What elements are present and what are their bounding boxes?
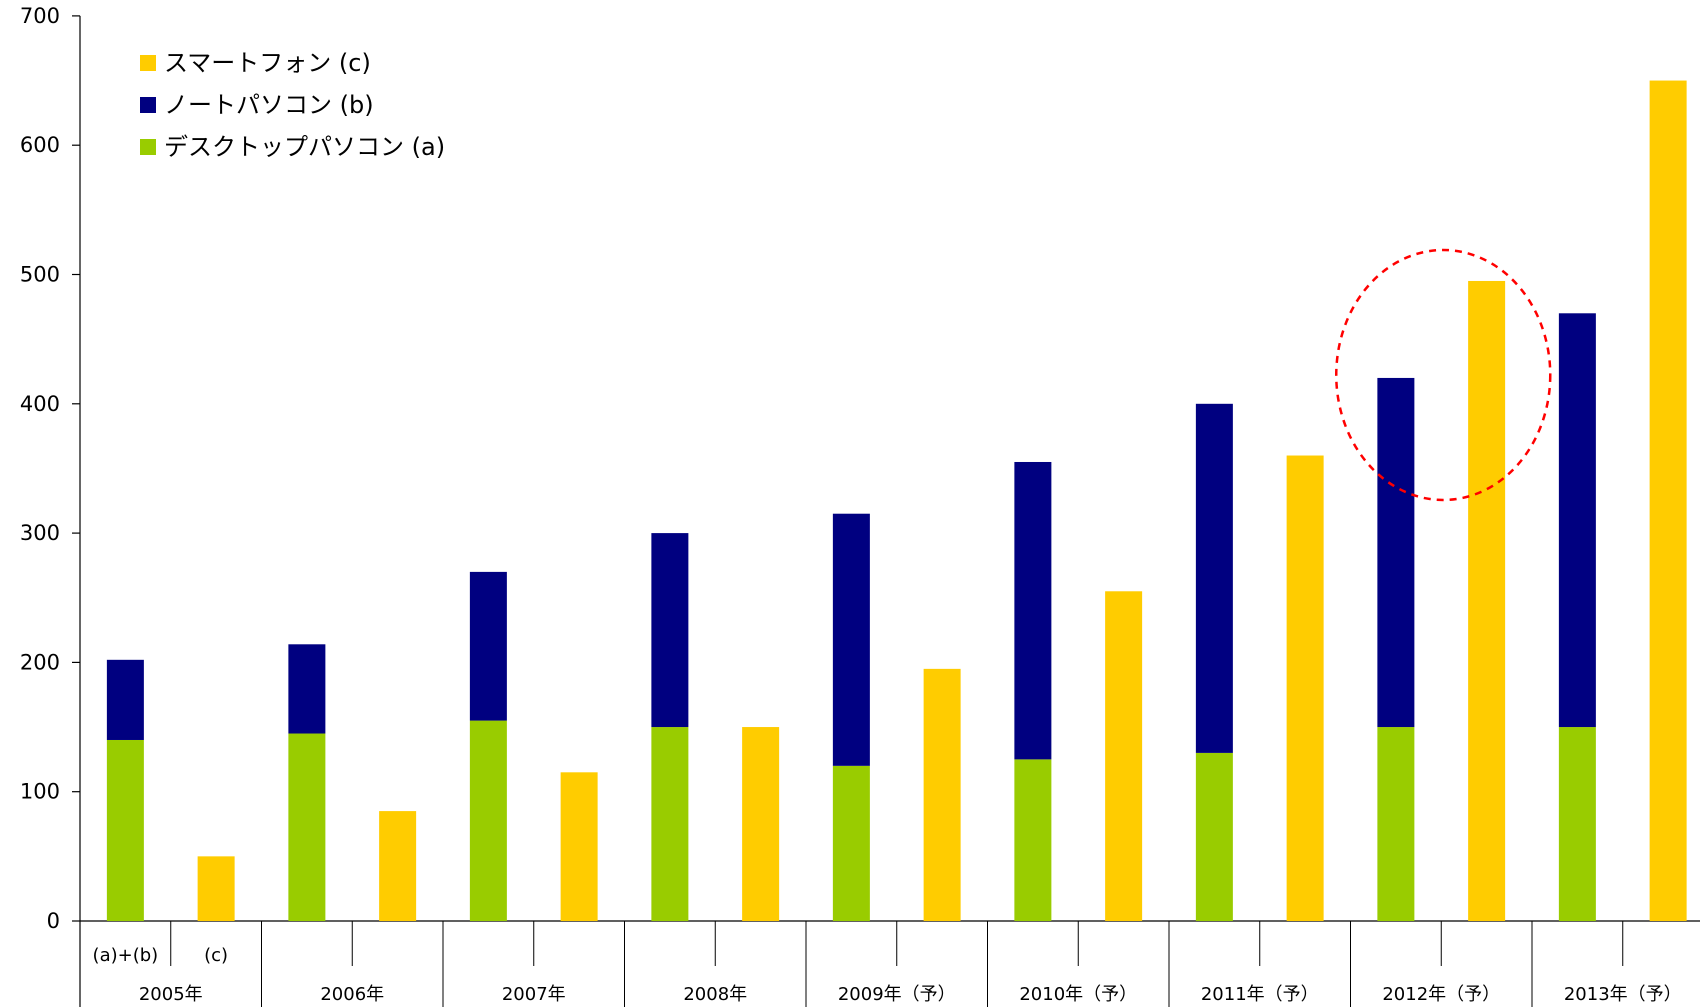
category-label: 2008年 <box>683 984 747 1005</box>
bar-sublabel-pc: (a)+(b) <box>93 945 159 966</box>
bar-notebook <box>288 644 326 734</box>
bar-desktop <box>1558 727 1596 921</box>
bar-desktop <box>651 727 689 921</box>
legend-label: スマートフォン (c) <box>164 49 371 77</box>
y-tick-label: 600 <box>20 133 60 157</box>
y-tick-label: 100 <box>20 780 60 804</box>
bar-desktop <box>1377 727 1415 921</box>
bar-smartphone <box>1649 80 1687 922</box>
category-label: 2006年 <box>320 984 384 1005</box>
y-tick-label: 0 <box>47 909 60 933</box>
bar-smartphone <box>1468 280 1506 922</box>
bar-notebook <box>651 533 689 728</box>
y-tick-label: 400 <box>20 392 60 416</box>
bar-desktop <box>1014 759 1052 921</box>
legend: スマートフォン (c) ノートパソコン (b) デスクトップパソコン (a) <box>140 49 445 161</box>
category-label: 2010年（予） <box>1019 984 1137 1005</box>
bar-smartphone <box>923 668 961 921</box>
bar-smartphone <box>197 856 235 921</box>
bar-notebook <box>1014 461 1052 760</box>
category-table: 2005年 (a)+(b) (c) 2006年 2007年 2008年 2009年（予） 20… <box>93 921 1682 1007</box>
bar-desktop <box>1195 752 1233 921</box>
bar-smartphone <box>1286 455 1324 921</box>
bars <box>106 80 1687 922</box>
bar-notebook <box>832 513 870 766</box>
bar-notebook <box>1377 377 1415 728</box>
bar-notebook <box>1195 403 1233 753</box>
category-label: 2007年 <box>502 984 566 1005</box>
dashed-circle-annotation <box>1335 248 1552 502</box>
category-label: 2012年（予） <box>1382 984 1500 1005</box>
legend-swatch <box>140 139 156 155</box>
bar-desktop <box>832 765 870 921</box>
bar-notebook <box>1558 313 1596 728</box>
legend-swatch <box>140 97 156 113</box>
y-tick-label: 700 <box>20 4 60 28</box>
bar-smartphone <box>560 772 598 921</box>
bar-desktop <box>469 720 507 921</box>
bar-smartphone <box>742 727 780 921</box>
bar-desktop <box>288 733 326 921</box>
category-label: 2011年（予） <box>1201 984 1319 1005</box>
legend-swatch <box>140 55 156 71</box>
axes: 0 100 200 300 400 500 600 700 <box>20 4 1700 1007</box>
y-tick-label: 500 <box>20 263 60 287</box>
bar-smartphone <box>379 811 417 921</box>
category-label: 2005年 <box>139 984 203 1005</box>
bar-notebook <box>106 659 144 740</box>
y-tick-label: 300 <box>20 521 60 545</box>
bar-sublabel-smartphone: (c) <box>204 945 228 966</box>
category-label: 2013年（予） <box>1564 984 1682 1005</box>
y-tick-label: 200 <box>20 650 60 674</box>
category-label: 2009年（予） <box>838 984 956 1005</box>
legend-label: ノートパソコン (b) <box>164 91 374 119</box>
bar-smartphone <box>1105 591 1143 921</box>
legend-label: デスクトップパソコン (a) <box>164 133 445 161</box>
bar-desktop <box>106 739 144 921</box>
bar-notebook <box>469 571 507 721</box>
annotations <box>1335 248 1552 502</box>
